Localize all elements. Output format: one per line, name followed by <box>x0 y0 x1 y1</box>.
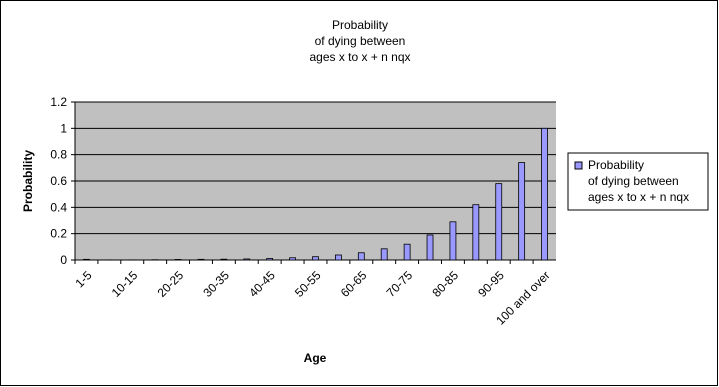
bar <box>174 259 182 261</box>
y-tick-label: 1 <box>60 121 67 135</box>
legend-label: Probability <box>588 158 644 172</box>
bar <box>403 243 411 261</box>
bar <box>312 256 319 261</box>
bar <box>335 254 342 261</box>
legend-box <box>567 152 709 211</box>
bar <box>357 252 365 261</box>
bar <box>83 258 90 261</box>
x-axis-label: Age <box>304 351 327 365</box>
legend-label: ages x to x + n nqx <box>588 190 689 204</box>
bar <box>541 127 548 261</box>
chart-title: Probability <box>332 18 388 32</box>
bar <box>449 221 457 261</box>
y-tick-label: 0.2 <box>50 227 67 241</box>
y-axis-label: Probability <box>21 150 35 212</box>
y-tick-label: 0.8 <box>50 148 67 162</box>
bar <box>380 248 388 261</box>
bar <box>518 162 526 261</box>
y-tick-label: 0 <box>60 253 67 267</box>
y-tick-label: 0.4 <box>50 200 67 214</box>
bar <box>197 258 205 261</box>
bar <box>289 257 296 261</box>
bar <box>495 183 503 261</box>
bar <box>243 258 251 261</box>
bar <box>472 204 480 261</box>
chart-title: ages x to x + n nqx <box>309 50 410 64</box>
bar <box>266 258 274 261</box>
y-tick-label: 0.6 <box>50 174 67 188</box>
y-tick-label: 1.2 <box>50 95 67 109</box>
legend-label: of dying between <box>588 174 679 188</box>
legend-swatch <box>574 161 583 170</box>
chart-title: of dying between <box>315 34 406 48</box>
bar <box>426 234 434 261</box>
bar <box>220 258 228 261</box>
